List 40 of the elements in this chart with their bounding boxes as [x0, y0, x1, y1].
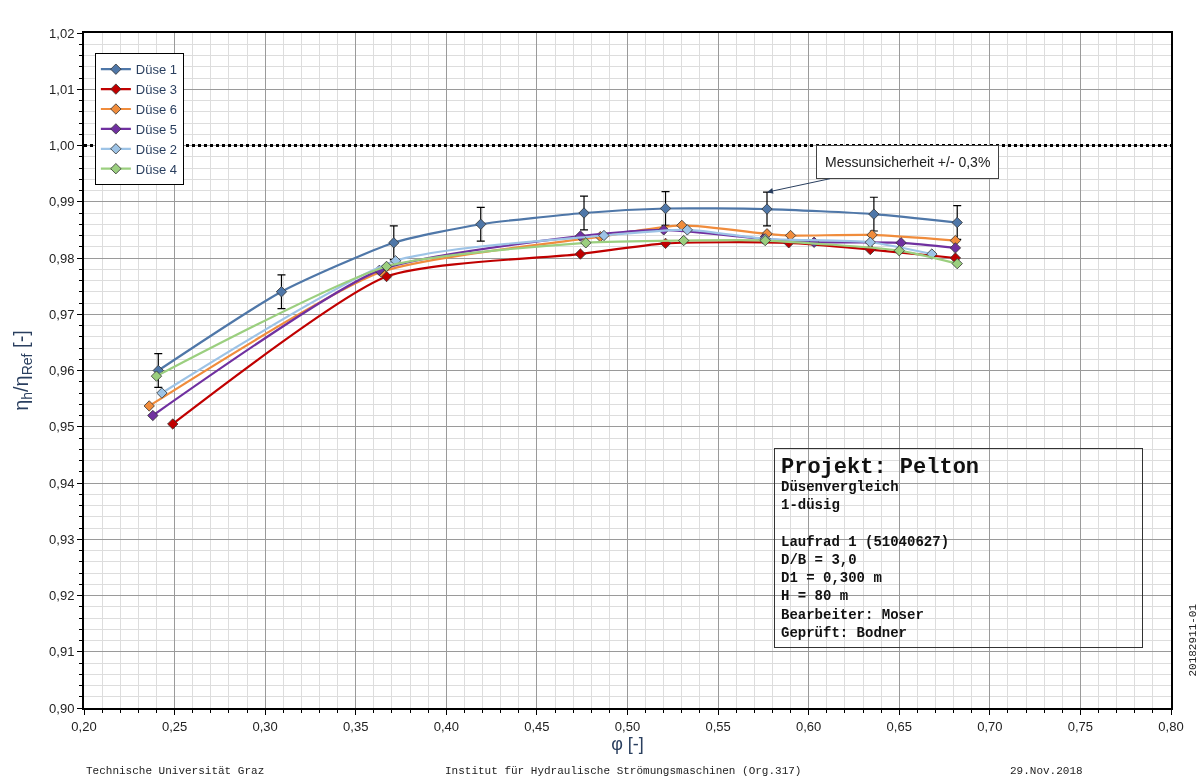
x-tick-label: 0,60	[796, 718, 822, 734]
annotation: Projekt: Pelton	[781, 455, 980, 480]
x-tick-label: 0,50	[614, 718, 641, 734]
y-tick-label: 1,01	[49, 81, 75, 97]
x-tick-label: 0,55	[705, 718, 731, 734]
x-tick-label: 0,35	[343, 718, 369, 734]
legend-label: Düse 3	[135, 82, 178, 98]
x-tick-label: 0,25	[161, 718, 188, 734]
x-tick-label: 0,75	[1067, 718, 1094, 734]
x-tick-label: 0,40	[433, 718, 459, 734]
legend-label: Düse 6	[135, 102, 178, 118]
y-tick-label: 0,94	[49, 475, 75, 491]
y-tick-label: 0,90	[49, 700, 75, 716]
text: Technische Universität Graz	[86, 765, 265, 777]
y-tick-label: 0,99	[49, 194, 75, 210]
text: 29.Nov.2018	[1010, 765, 1083, 777]
text: 20182911-01	[1186, 603, 1199, 677]
text: Institut für Hydraulische Strömungsmaschinen (Org.317)	[445, 765, 802, 777]
y-tick-label: 0,97	[49, 306, 75, 322]
y-tick-label: 0,96	[49, 363, 75, 379]
x-tick-label: 0,30	[252, 718, 278, 734]
x-tick-label: 0,20	[71, 718, 97, 734]
y-tick-label: 1,00	[49, 138, 75, 154]
legend-label: Düse 4	[135, 161, 178, 177]
x-axis-title: φ [-]	[611, 733, 644, 754]
annotation: Messunsicherheit +/- 0,3%	[825, 154, 991, 170]
legend-label: Düse 1	[135, 62, 178, 78]
y-tick-label: 0,95	[49, 419, 75, 435]
legend-label: Düse 2	[135, 141, 178, 157]
x-tick-label: 0,70	[977, 718, 1003, 734]
y-tick-label: 0,93	[49, 531, 75, 547]
y-tick-label: 1,02	[49, 25, 75, 41]
text: Düsenvergleich 1-düsig Laufrad 1 (51040627) D/B = 3,0 D1 = 0,300 m H = 80 m Bearbeiter: Moser Geprüft: Bodner	[781, 479, 950, 641]
x-tick-label: 0,45	[524, 718, 550, 734]
y-tick-label: 0,91	[49, 644, 75, 660]
y-tick-label: 0,92	[49, 588, 75, 604]
y-tick-label: 0,98	[49, 250, 75, 266]
x-tick-label: 0,80	[1158, 718, 1184, 734]
x-tick-label: 0,65	[886, 718, 912, 734]
legend-label: Düse 5	[135, 121, 178, 137]
